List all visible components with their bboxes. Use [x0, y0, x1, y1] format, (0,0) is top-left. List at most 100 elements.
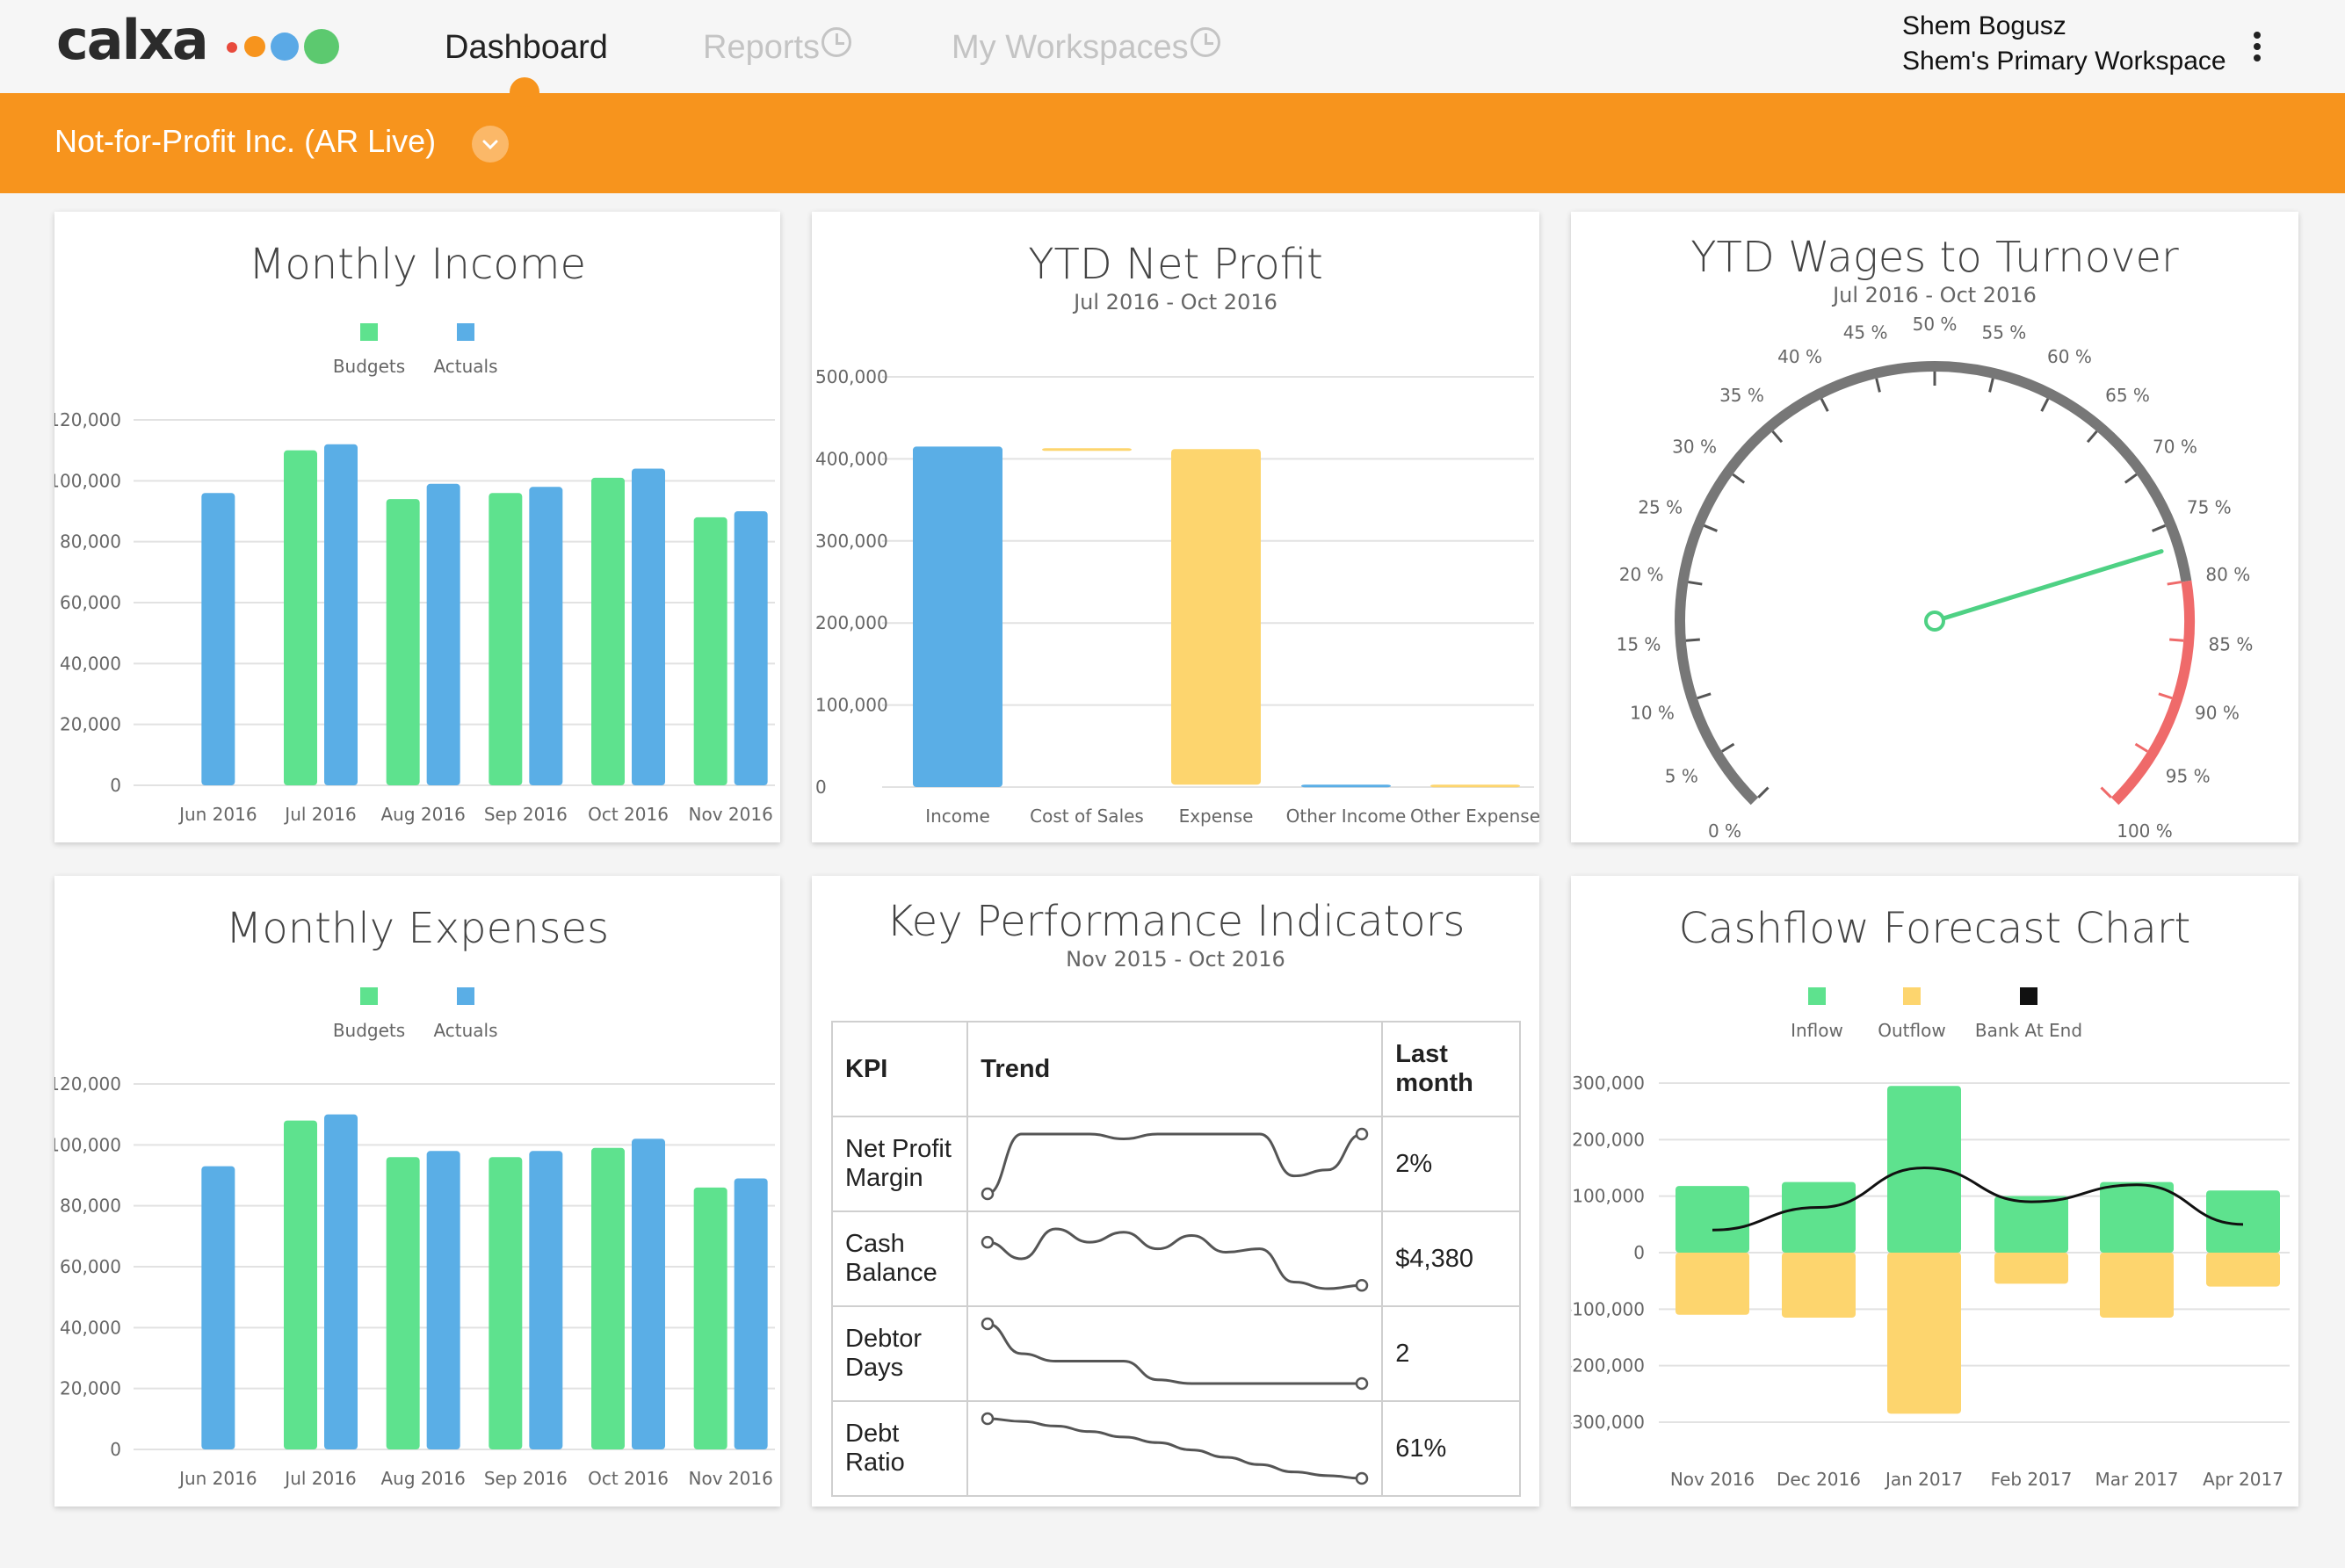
gauge-tick [2169, 638, 2184, 642]
y-tick-label: 200,000 [815, 612, 888, 633]
kpi-row[interactable]: Debt Ratio 61% [830, 1400, 1521, 1497]
last-month-header: Last month [1381, 1021, 1521, 1117]
sparkline-start-point [981, 1235, 995, 1249]
kpi-name: Cash Balance [830, 1210, 969, 1307]
sparkline-end-point [1356, 1377, 1369, 1391]
kpi-row[interactable]: Net Profit Margin 2% [830, 1116, 1521, 1212]
sparkline-path [988, 1322, 1363, 1385]
actual-bar [426, 483, 460, 785]
kpi-last-month: $4,380 [1381, 1210, 1521, 1307]
x-tick-label: Expense [1179, 806, 1254, 827]
actual-bar [324, 1114, 358, 1449]
gauge-tick-label: 65 % [2105, 385, 2150, 406]
inflow-bar [1887, 1086, 1961, 1253]
kpi-header: KPI [830, 1021, 969, 1117]
gauge-arc [1675, 361, 2192, 806]
actual-bar [426, 1151, 460, 1449]
trend-sparkline [966, 1116, 1384, 1212]
legend-swatch [1808, 987, 1826, 1005]
gauge-tick-label: 5 % [1665, 766, 1698, 787]
gauge-tick [2134, 742, 2148, 753]
y-tick-label: 40,000 [60, 653, 121, 674]
gauge-tick-label: 100 % [2117, 820, 2173, 842]
panel-title: Monthly Expenses [225, 904, 610, 953]
y-tick-label: -300,000 [1571, 1412, 1645, 1433]
outflow-bar [1676, 1253, 1749, 1315]
legend-label: Budgets [333, 356, 405, 377]
sparkline-end-point [1356, 1127, 1369, 1141]
gauge-tick [2086, 430, 2098, 444]
kpi-row[interactable]: Debtor Days 2 [830, 1305, 1521, 1402]
gauge-tick [2167, 581, 2182, 586]
sparkline-start-point [981, 1317, 995, 1331]
user-name[interactable]: Shem Bogusz [1902, 11, 2066, 40]
y-tick-label: 0 [815, 777, 827, 798]
gauge-hub [1924, 611, 1945, 632]
gauge-tick-label: 45 % [1843, 322, 1888, 343]
organisation-bar: Not-for-Profit Inc. (AR Live) [0, 93, 2345, 193]
chevron-down-icon[interactable] [472, 126, 509, 163]
y-tick-label: 0 [1633, 1242, 1645, 1263]
tab-reports-label: Reports [703, 29, 821, 66]
budget-bar [693, 1187, 727, 1449]
workspace-name[interactable]: Shem's Primary Workspace [1902, 47, 2226, 76]
panel-title: Monthly Income [248, 240, 587, 289]
trend-sparkline [966, 1305, 1384, 1402]
gauge-tick [1820, 398, 1829, 412]
actual-bar [734, 511, 768, 785]
waterfall-bar [1042, 448, 1132, 452]
ytd-net-profit-panel: YTD Net Profit Jul 2016 - Oct 2016 0 100,… [812, 212, 1539, 842]
ytd-wages-gauge: 0 % 5 % 10 % 15 % 20 % 25 % 30 % 35 % 40 % 45 % 50… [1617, 314, 2254, 842]
y-tick-label: 300,000 [1572, 1073, 1645, 1094]
tab-my-workspaces-label: My Workspaces [952, 29, 1189, 66]
legend-label: Inflow [1791, 1020, 1843, 1041]
legend-label: Budgets [333, 1020, 405, 1041]
gauge-tick [2124, 473, 2138, 484]
x-tick-label: Sep 2016 [484, 804, 568, 825]
tab-my-workspaces[interactable]: My Workspaces [952, 23, 1220, 72]
y-tick-label: 100,000 [1572, 1186, 1645, 1207]
monthly-income-panel: Monthly Income Budgets Actuals 0 20,000 40,0… [54, 212, 780, 842]
y-tick-label: 100,000 [54, 1134, 121, 1155]
legend-swatch [457, 987, 474, 1005]
x-tick-label: Nov 2016 [689, 1468, 773, 1489]
logo-dot-blue [271, 33, 299, 61]
kpi-row[interactable]: Cash Balance $4,380 [830, 1210, 1521, 1307]
bank-at-end-line [1712, 1166, 2244, 1232]
kebab-menu-icon[interactable] [2254, 32, 2262, 63]
logo-dot-red [227, 42, 237, 53]
gauge-tick [2152, 524, 2166, 532]
panel-title: YTD Wages to Turnover [1690, 233, 2179, 282]
gauge-tick [1757, 786, 1770, 798]
y-tick-label: 60,000 [60, 592, 121, 613]
gauge-tick-label: 95 % [2166, 766, 2211, 787]
tab-dashboard[interactable]: Dashboard [445, 23, 608, 72]
clock-icon [1190, 27, 1220, 57]
budget-bar [284, 450, 317, 785]
actual-bar [201, 1166, 235, 1449]
sparkline-start-point [981, 1187, 995, 1201]
y-tick-label: 20,000 [60, 1378, 121, 1399]
organisation-name[interactable]: Not-for-Profit Inc. (AR Live) [54, 123, 437, 159]
x-tick-label: Cost of Sales [1030, 806, 1144, 827]
y-tick-label: 200,000 [1572, 1129, 1645, 1150]
gauge-tick [1704, 524, 1718, 532]
actual-bar [734, 1178, 768, 1449]
sparkline-path [988, 1417, 1363, 1480]
x-tick-label: Jul 2016 [283, 804, 356, 825]
gauge-tick [1697, 692, 1712, 700]
y-tick-label: 60,000 [60, 1256, 121, 1277]
actual-bar [632, 1138, 665, 1449]
legend-swatch [1903, 987, 1921, 1005]
cashflow-chart: Inflow Outflow Bank At End -300,000 -200,000… [1571, 987, 2290, 1490]
x-tick-label: Dec 2016 [1777, 1469, 1861, 1490]
budget-bar [591, 1147, 625, 1449]
tab-reports[interactable]: Reports [703, 23, 852, 72]
y-tick-label: 80,000 [60, 531, 121, 553]
y-tick-label: 40,000 [60, 1317, 121, 1338]
panel-title: YTD Net Profit [1028, 240, 1323, 289]
outflow-bar [1994, 1253, 2068, 1284]
waterfall-bar [913, 446, 1002, 787]
x-tick-label: Jun 2016 [177, 1468, 257, 1489]
gauge-tick-label: 0 % [1708, 820, 1741, 842]
